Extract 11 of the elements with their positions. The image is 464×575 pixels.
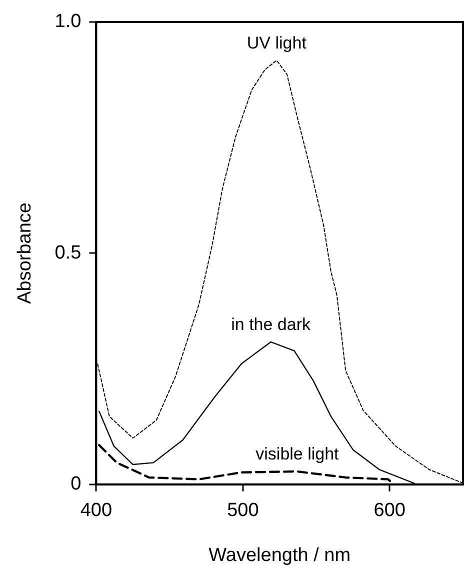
x-axis-title: Wavelength / nm [208, 544, 351, 566]
x-tick-label: 400 [80, 500, 112, 522]
y-tick-label: 0 [70, 474, 82, 495]
y-axis-title: Absorbance [14, 202, 36, 304]
series-label: in the dark [231, 315, 311, 334]
y-tick-label: 1.0 [54, 11, 82, 32]
series-label: visible light [256, 444, 340, 464]
x-tick-label: 600 [374, 500, 406, 522]
x-tick-label: 500 [227, 500, 259, 522]
y-tick-label: 0.5 [54, 242, 82, 264]
series-label: UV light [246, 34, 307, 53]
